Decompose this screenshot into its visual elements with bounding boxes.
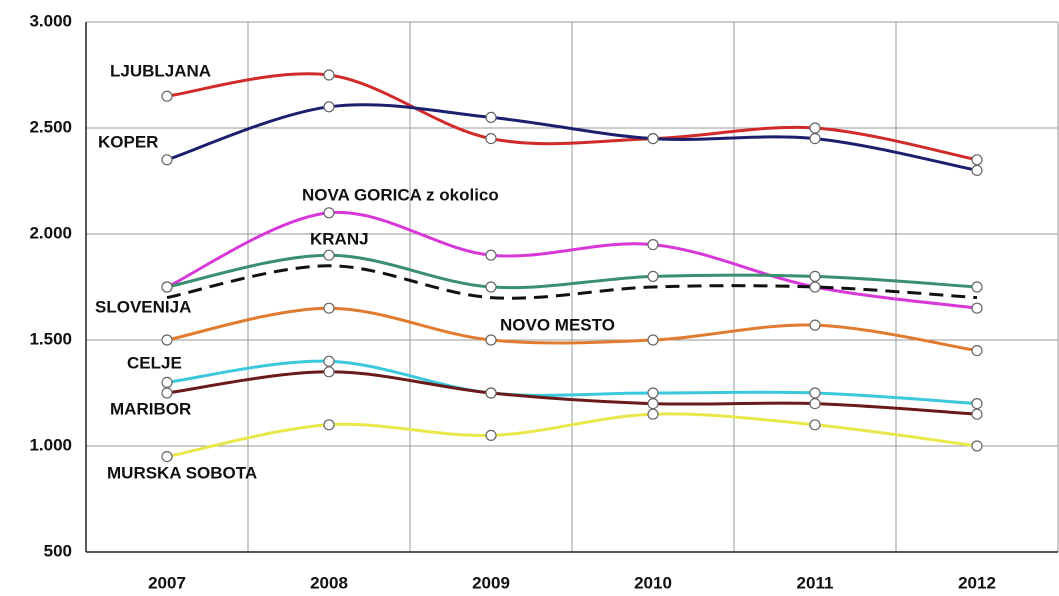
point-marker xyxy=(323,366,335,378)
point-marker xyxy=(971,398,983,410)
y-tick-label: 2.500 xyxy=(29,117,72,136)
series-label: KOPER xyxy=(98,132,158,151)
point-marker xyxy=(323,69,335,81)
point-marker xyxy=(647,334,659,346)
series-line xyxy=(166,370,978,416)
point-marker xyxy=(809,387,821,399)
point-marker xyxy=(647,408,659,420)
point-marker xyxy=(161,387,173,399)
point-marker xyxy=(809,281,821,293)
series-line xyxy=(166,412,978,459)
series-label: LJUBLJANA xyxy=(110,61,211,80)
point-marker xyxy=(485,429,497,441)
point-marker xyxy=(323,249,335,261)
point-marker xyxy=(323,101,335,113)
point-marker xyxy=(161,281,173,293)
point-marker xyxy=(971,302,983,314)
series-line xyxy=(166,103,978,172)
point-marker xyxy=(161,90,173,102)
series-label: MARIBOR xyxy=(110,399,191,418)
y-tick-label: 1.000 xyxy=(29,435,72,454)
point-marker xyxy=(971,154,983,166)
series-line xyxy=(166,210,978,310)
point-marker xyxy=(647,270,659,282)
series-label: SLOVENIJA xyxy=(95,297,191,316)
point-marker xyxy=(485,111,497,124)
series-label: MURSKA SOBOTA xyxy=(107,463,257,482)
point-marker xyxy=(323,207,335,219)
point-marker xyxy=(647,239,659,251)
point-marker xyxy=(647,133,659,145)
point-marker xyxy=(323,302,335,314)
x-tick-label: 2007 xyxy=(148,573,186,592)
point-marker xyxy=(809,133,821,145)
point-marker xyxy=(485,281,497,293)
point-marker xyxy=(485,334,497,346)
series-label: KRANJ xyxy=(310,229,369,248)
series-line xyxy=(166,306,978,353)
x-tick-label: 2012 xyxy=(958,573,996,592)
point-marker xyxy=(485,387,497,399)
point-marker xyxy=(161,154,173,166)
series-line xyxy=(166,264,978,300)
point-marker xyxy=(323,355,335,367)
series-label: NOVA GORICA z okolico xyxy=(302,185,499,204)
x-tick-label: 2009 xyxy=(472,573,510,592)
point-marker xyxy=(485,249,497,261)
point-marker xyxy=(971,440,983,452)
series-label: CELJE xyxy=(127,353,182,372)
series-line xyxy=(166,72,978,162)
y-tick-label: 2.000 xyxy=(29,223,72,242)
point-marker xyxy=(161,451,173,463)
point-marker xyxy=(323,419,335,431)
point-marker xyxy=(647,387,659,399)
point-marker xyxy=(809,419,821,431)
point-marker xyxy=(809,270,821,282)
series-line xyxy=(166,359,978,406)
series-line xyxy=(166,253,978,290)
point-marker xyxy=(809,398,821,410)
point-marker xyxy=(971,164,983,176)
y-tick-label: 500 xyxy=(44,541,72,560)
y-tick-label: 1.500 xyxy=(29,329,72,348)
point-marker xyxy=(647,398,659,410)
point-marker xyxy=(971,408,983,420)
point-marker xyxy=(809,122,821,134)
x-tick-label: 2010 xyxy=(634,573,672,592)
x-tick-label: 2008 xyxy=(310,573,348,592)
point-marker xyxy=(971,345,983,357)
series-label: NOVO MESTO xyxy=(500,315,615,334)
y-tick-label: 3.000 xyxy=(29,11,72,30)
x-tick-label: 2011 xyxy=(797,573,834,592)
point-marker xyxy=(809,319,821,331)
point-marker xyxy=(161,334,173,346)
point-marker xyxy=(485,133,497,145)
point-marker xyxy=(161,376,173,388)
point-marker xyxy=(971,281,983,293)
